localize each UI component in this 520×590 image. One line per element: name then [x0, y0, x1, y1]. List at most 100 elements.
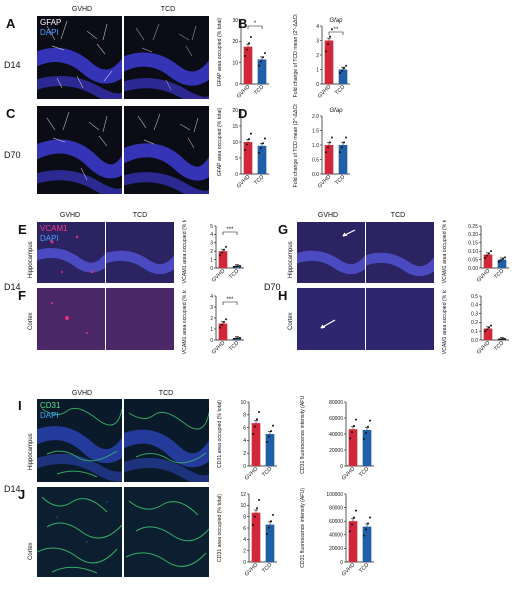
data-point [225, 245, 227, 248]
data-point [498, 260, 500, 263]
bar-tcd [265, 434, 275, 466]
bar-chart-j-intensity: 0 20000 40000 60000 80000 100000 CD31 fluoresc… [300, 488, 374, 578]
y-tick-label: 2.0 [312, 114, 319, 120]
y-tick-label: 20000 [329, 546, 343, 552]
y-tick-label: 2 [210, 249, 213, 255]
y-tick-label: 4 [243, 438, 246, 444]
significance-label: *** [226, 227, 234, 233]
y-tick-label: 4 [316, 24, 319, 30]
col-header-bot-tcd: TCD [158, 390, 174, 397]
bar-tcd [497, 339, 507, 340]
bar-chart-e: 0 1 2 3 4 5 VCAM1 area occupied (% total) GVHD T… [182, 220, 244, 284]
significance-label: *** [226, 297, 234, 303]
x-tick-label: GVHD [211, 340, 226, 355]
data-point [329, 35, 331, 38]
row-label-mid-d70: D70 [264, 282, 281, 292]
y-tick-label: 0 [243, 464, 246, 470]
x-tick-label: GVHD [476, 268, 491, 283]
stain-label-gfap: GFAP [40, 18, 62, 27]
stain-label-dapi-bot: DAPI [40, 411, 59, 420]
col-header-tcd: TCD [160, 6, 176, 13]
x-tick-label: GVHD [211, 268, 226, 283]
data-point [367, 425, 369, 428]
micrograph-c-gvhd [37, 106, 122, 194]
y-tick-label: 0 [340, 464, 343, 470]
y-tick-label: 1 [210, 327, 213, 333]
bar-chart-g: 0.00 0.05 0.10 0.15 0.20 0.25 VCAM1 area occup… [442, 220, 509, 284]
x-tick-label: GVHD [317, 84, 332, 99]
data-point [244, 149, 246, 151]
micrograph-g-tcd [366, 222, 434, 283]
stain-label-vcam1: VCAM1 [40, 224, 68, 233]
bar-gvhd [251, 423, 261, 466]
data-point [365, 528, 367, 531]
data-point [486, 254, 488, 257]
y-tick-label: 10 [240, 400, 246, 406]
y-tick-label: 80000 [329, 505, 343, 511]
x-tick-label: TCD [228, 268, 240, 280]
data-point [365, 431, 367, 434]
data-point [272, 513, 274, 516]
data-point [349, 530, 351, 533]
y-tick-label: 0 [235, 82, 238, 88]
data-point [266, 532, 268, 535]
y-tick-label: 8 [243, 514, 246, 520]
data-point [272, 424, 274, 427]
bar-tcd [257, 59, 267, 84]
data-point [256, 507, 258, 510]
y-tick-label: 60000 [329, 416, 343, 422]
y-tick-label: 5 [210, 224, 213, 230]
data-point [246, 143, 248, 146]
significance-bracket [222, 231, 238, 235]
y-axis-label: CD31 fluorescence intensity (AFU) [300, 488, 306, 568]
data-point [219, 254, 221, 257]
bar-chart-j-area: 0 2 4 6 8 10 12 CD31 area occupied (% total) GVH… [217, 492, 277, 578]
y-tick-label: 0.5 [471, 294, 478, 300]
side-label-e-hippocampus: Hippocampus [28, 241, 34, 278]
data-point [258, 498, 260, 501]
data-point [369, 516, 371, 519]
data-point [500, 259, 502, 262]
x-tick-label: TCD [261, 562, 273, 574]
x-tick-label: GVHD [244, 562, 259, 577]
data-point [250, 35, 252, 38]
data-point [239, 264, 241, 267]
bar-chart-c: 0 5 10 15 20 GFAP area occupied (% total) GVHD… [217, 107, 269, 190]
data-point [246, 48, 248, 51]
data-point [353, 424, 355, 427]
data-point [252, 432, 254, 435]
x-tick-label: GVHD [236, 84, 251, 99]
significance-bracket [222, 301, 238, 305]
y-tick-label: 2 [243, 548, 246, 554]
bar-tcd [338, 145, 348, 174]
data-point [327, 146, 329, 149]
data-point [221, 323, 223, 326]
x-tick-label: TCD [261, 466, 273, 478]
y-tick-label: 1.5 [312, 128, 319, 134]
data-point [325, 151, 327, 154]
data-point [252, 524, 254, 527]
data-point [502, 257, 504, 260]
y-tick-label: 6 [243, 526, 246, 532]
bar-tcd [362, 430, 372, 466]
micrograph-j-tcd [124, 487, 209, 577]
data-point [345, 64, 347, 67]
y-axis-label: VCAM1 area occupied (% total) [442, 290, 448, 354]
micrograph-i-gvhd: CD31 DAPI [37, 399, 122, 482]
stain-label-cd31: CD31 [40, 401, 61, 410]
y-tick-label: 0.4 [471, 303, 478, 309]
bar-tcd [338, 69, 348, 84]
x-tick-label: GVHD [476, 340, 491, 355]
bar-gvhd [348, 521, 358, 562]
micrograph-c-tcd [124, 106, 209, 194]
micrograph-j-gvhd [37, 487, 122, 577]
x-tick-label: GVHD [236, 174, 251, 189]
y-axis-label: Fold change of TCD mean (2^-ΔΔCt) [293, 104, 299, 187]
y-tick-label: 0 [235, 172, 238, 178]
micrograph-e-gvhd: VCAM1 DAPI [37, 222, 105, 283]
y-tick-label: 0 [243, 560, 246, 566]
data-point [254, 425, 256, 428]
chart-title: Gfap [329, 108, 343, 114]
data-point [484, 256, 486, 259]
panel-label-g: G [278, 222, 289, 237]
